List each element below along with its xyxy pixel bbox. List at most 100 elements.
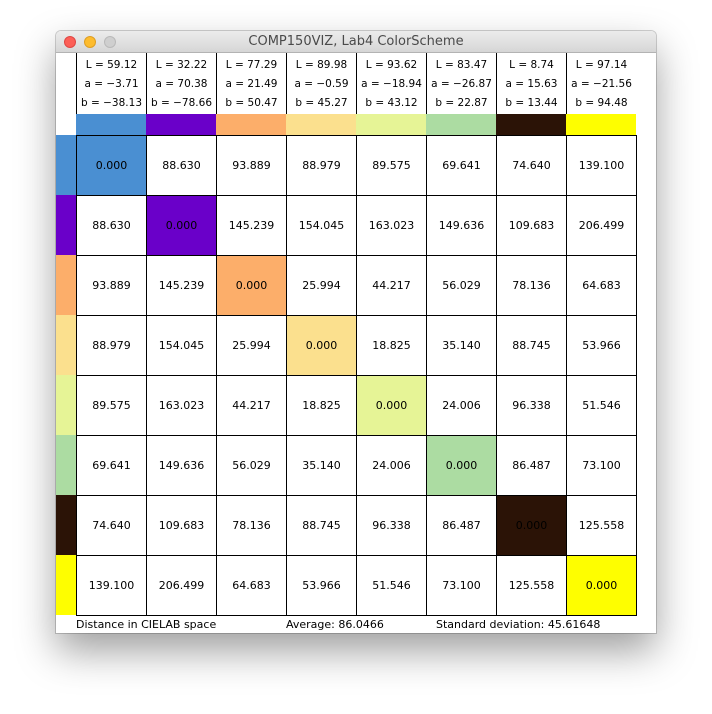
column-header-lab-values: L = 32.22 a = 70.38 b = −78.66 [146, 53, 216, 114]
lab-a-value: a = −0.59 [294, 78, 349, 90]
distance-cell: 88.630 [146, 135, 216, 195]
distance-cell: 206.499 [566, 195, 636, 255]
diagonal-distance-cell: 0.000 [566, 555, 636, 615]
lab-a-value: a = 70.38 [155, 78, 208, 90]
lab-b-value: b = −78.66 [151, 97, 212, 109]
distance-cell: 125.558 [496, 555, 566, 615]
column-header-lab-values: L = 83.47 a = −26.87 b = 22.87 [426, 53, 496, 114]
close-window-button[interactable] [64, 36, 76, 48]
column-color-swatch [356, 114, 426, 135]
row-color-swatch [56, 555, 76, 615]
lab-b-value: b = 43.12 [365, 97, 418, 109]
diagonal-distance-cell: 0.000 [76, 135, 146, 195]
lab-a-value: a = 21.49 [225, 78, 278, 90]
distance-cell: 25.994 [216, 315, 286, 375]
window-title: COMP150VIZ, Lab4 ColorScheme [248, 34, 464, 49]
distance-cell: 35.140 [286, 435, 356, 495]
lab-l-value: L = 59.12 [85, 59, 138, 71]
distance-cell: 163.023 [146, 375, 216, 435]
distance-cell: 89.575 [76, 375, 146, 435]
zoom-window-button[interactable] [104, 36, 116, 48]
distance-cell: 44.217 [216, 375, 286, 435]
diagonal-distance-cell: 0.000 [356, 375, 426, 435]
distance-cell: 154.045 [286, 195, 356, 255]
row-color-swatch [56, 435, 76, 495]
distance-cell: 109.683 [146, 495, 216, 555]
minimize-window-button[interactable] [84, 36, 96, 48]
distance-cell: 154.045 [146, 315, 216, 375]
distance-cell: 86.487 [496, 435, 566, 495]
standard-deviation: Standard deviation: 45.61648 [436, 618, 601, 631]
distance-cell: 206.499 [146, 555, 216, 615]
distance-cell: 18.825 [286, 375, 356, 435]
lab-b-value: b = 50.47 [225, 97, 278, 109]
distance-cell: 149.636 [426, 195, 496, 255]
lab-b-value: b = 94.48 [575, 97, 628, 109]
lab-l-value: L = 89.98 [295, 59, 348, 71]
distance-cell: 96.338 [496, 375, 566, 435]
app-window: COMP150VIZ, Lab4 ColorScheme Distance in… [56, 31, 656, 633]
distance-cell: 139.100 [566, 135, 636, 195]
column-color-swatch [426, 114, 496, 135]
distance-cell: 53.966 [286, 555, 356, 615]
grid-line-bottom [76, 615, 637, 616]
distance-cell: 88.745 [496, 315, 566, 375]
column-header-lab-values: L = 97.14 a = −21.56 b = 94.48 [566, 53, 636, 114]
distance-cell: 125.558 [566, 495, 636, 555]
distance-cell: 73.100 [426, 555, 496, 615]
lab-l-value: L = 93.62 [365, 59, 418, 71]
distance-cell: 93.889 [216, 135, 286, 195]
average-distance: Average: 86.0466 [286, 618, 384, 631]
distance-cell: 89.575 [356, 135, 426, 195]
lab-l-value: L = 32.22 [155, 59, 208, 71]
distance-cell: 88.979 [76, 315, 146, 375]
lab-l-value: L = 83.47 [435, 59, 488, 71]
distance-cell: 88.979 [286, 135, 356, 195]
column-color-swatch [496, 114, 566, 135]
distance-cell: 73.100 [566, 435, 636, 495]
distance-cell: 145.239 [216, 195, 286, 255]
distance-matrix-panel: Distance in CIELAB space Average: 86.046… [56, 53, 656, 633]
lab-a-value: a = −21.56 [571, 78, 632, 90]
diagonal-distance-cell: 0.000 [216, 255, 286, 315]
distance-cell: 96.338 [356, 495, 426, 555]
distance-cell: 51.546 [566, 375, 636, 435]
lab-l-value: L = 77.29 [225, 59, 278, 71]
column-color-swatch [76, 114, 146, 135]
lab-l-value: L = 8.74 [509, 59, 554, 71]
distance-cell: 139.100 [76, 555, 146, 615]
distance-cell: 53.966 [566, 315, 636, 375]
distance-cell: 25.994 [286, 255, 356, 315]
lab-a-value: a = 15.63 [505, 78, 558, 90]
grid-line-right [636, 135, 637, 616]
distance-cell: 24.006 [426, 375, 496, 435]
lab-a-value: a = −26.87 [431, 78, 492, 90]
color-space-label: Distance in CIELAB space [76, 618, 217, 631]
column-header-lab-values: L = 93.62 a = −18.94 b = 43.12 [356, 53, 426, 114]
title-bar[interactable]: COMP150VIZ, Lab4 ColorScheme [56, 31, 656, 53]
distance-cell: 74.640 [496, 135, 566, 195]
lab-b-value: b = −38.13 [81, 97, 142, 109]
column-header-lab-values: L = 77.29 a = 21.49 b = 50.47 [216, 53, 286, 114]
distance-cell: 149.636 [146, 435, 216, 495]
row-color-swatch [56, 195, 76, 255]
distance-cell: 78.136 [496, 255, 566, 315]
distance-cell: 44.217 [356, 255, 426, 315]
distance-cell: 51.546 [356, 555, 426, 615]
distance-cell: 78.136 [216, 495, 286, 555]
distance-cell: 93.889 [76, 255, 146, 315]
distance-cell: 69.641 [76, 435, 146, 495]
distance-cell: 109.683 [496, 195, 566, 255]
row-color-swatch [56, 375, 76, 435]
diagonal-distance-cell: 0.000 [146, 195, 216, 255]
diagonal-distance-cell: 0.000 [496, 495, 566, 555]
column-header-lab-values: L = 89.98 a = −0.59 b = 45.27 [286, 53, 356, 114]
distance-cell: 86.487 [426, 495, 496, 555]
distance-cell: 64.683 [566, 255, 636, 315]
lab-a-value: a = −18.94 [361, 78, 422, 90]
row-color-swatch [56, 495, 76, 555]
distance-cell: 74.640 [76, 495, 146, 555]
column-color-swatch [566, 114, 636, 135]
lab-a-value: a = −3.71 [84, 78, 139, 90]
distance-cell: 35.140 [426, 315, 496, 375]
